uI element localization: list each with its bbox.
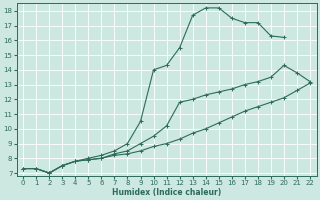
X-axis label: Humidex (Indice chaleur): Humidex (Indice chaleur) [112, 188, 221, 197]
